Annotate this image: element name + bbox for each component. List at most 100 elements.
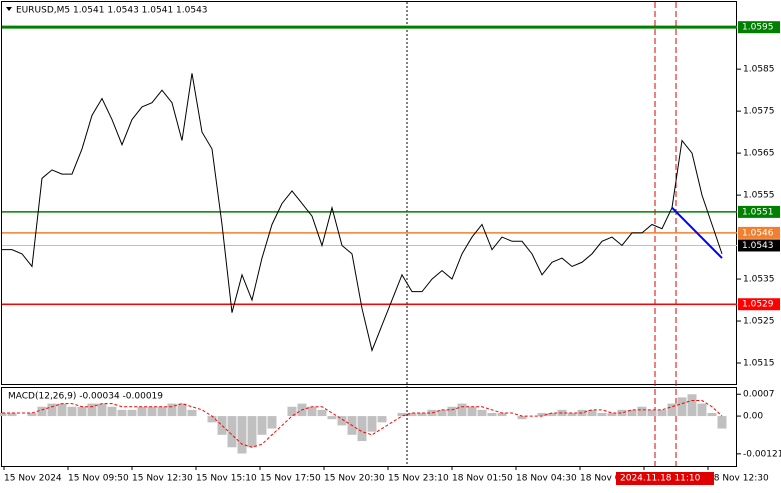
macd-bar xyxy=(437,409,447,417)
x-tick-label: 15 Nov 20:30 xyxy=(324,474,385,484)
macd-bar xyxy=(637,406,647,417)
macd-bar xyxy=(177,403,187,417)
x-tick-label: 15 Nov 23:10 xyxy=(388,474,449,484)
macd-bar xyxy=(517,416,527,420)
macd-bar xyxy=(547,412,557,417)
macd-bar xyxy=(647,409,657,417)
macd-bar xyxy=(497,412,507,417)
x-tick-label: 18 Nov 07:10 xyxy=(580,474,641,484)
level-label-box xyxy=(738,298,780,311)
macd-panel-frame xyxy=(1,387,737,467)
macd-bar xyxy=(57,403,67,417)
level-label-box xyxy=(738,205,780,218)
macd-bar xyxy=(37,406,47,417)
macd-bar xyxy=(707,412,717,417)
price-panel-frame xyxy=(1,1,737,385)
macd-bar xyxy=(367,416,377,432)
macd-bar xyxy=(607,412,617,417)
trend-line xyxy=(671,206,723,259)
last-price-label: 1.0543 xyxy=(742,241,774,251)
macd-bar xyxy=(467,406,477,417)
macd-bar xyxy=(137,406,147,417)
macd-bar xyxy=(587,409,597,417)
macd-bar xyxy=(407,412,417,417)
chart-title: EURUSD,M5 1.0541 1.0543 1.0541 1.0543 xyxy=(16,6,208,16)
macd-bar xyxy=(227,416,237,448)
title-icon xyxy=(6,7,12,11)
macd-bar xyxy=(677,397,687,417)
level-label-box xyxy=(738,226,780,239)
macd-bar xyxy=(687,394,697,417)
macd-bar xyxy=(457,403,467,417)
macd-bar xyxy=(697,403,707,417)
crosshair-label: 2024.11.18 11:10 xyxy=(620,474,701,484)
macd-bar xyxy=(7,412,17,417)
macd-bar xyxy=(247,416,257,448)
level-label: 1.0595 xyxy=(742,23,774,33)
macd-bar xyxy=(657,409,667,417)
macd-bar xyxy=(187,409,197,417)
macd-bar xyxy=(717,416,727,429)
y-tick-label: 1.0555 xyxy=(743,191,775,201)
x-tick-label: 15 Nov 17:50 xyxy=(260,474,321,484)
macd-bar xyxy=(157,406,167,417)
y-tick-label: 1.0575 xyxy=(743,107,775,117)
macd-bar xyxy=(147,406,157,417)
macd-title: MACD(12,26,9) -0.00034 -0.00019 xyxy=(8,392,163,402)
macd-bar xyxy=(0,412,7,417)
macd-bar xyxy=(67,406,77,417)
y-tick-label: 1.0525 xyxy=(743,317,775,327)
x-tick-label: 18 Nov 12:30 xyxy=(708,474,769,484)
macd-bar xyxy=(417,412,427,417)
level-label: 1.0529 xyxy=(742,300,774,310)
macd-bar xyxy=(627,409,637,417)
x-tick-label: 15 Nov 15:10 xyxy=(196,474,257,484)
macd-bar xyxy=(207,416,217,423)
macd-bar xyxy=(127,409,137,417)
macd-bar xyxy=(317,409,327,417)
level-label: 1.0551 xyxy=(742,207,774,217)
macd-bar xyxy=(217,416,227,435)
macd-bar xyxy=(397,412,407,417)
macd-bar xyxy=(307,406,317,417)
crosshair-box xyxy=(616,472,714,485)
macd-bar xyxy=(477,409,487,417)
macd-bar xyxy=(567,412,577,417)
x-tick-label: 15 Nov 12:30 xyxy=(132,474,193,484)
macd-bar xyxy=(337,416,347,426)
macd-bar xyxy=(267,416,277,429)
y-tick-label: 1.0585 xyxy=(743,65,775,75)
x-tick-label: 15 Nov 2024 xyxy=(4,474,62,484)
macd-bar xyxy=(117,409,127,417)
macd-bar xyxy=(237,416,247,454)
y-tick-label: 0.0007 xyxy=(743,390,775,400)
macd-bar xyxy=(287,406,297,417)
macd-bar xyxy=(487,412,497,417)
signal-line xyxy=(2,399,723,448)
price-line xyxy=(2,73,723,353)
macd-bar xyxy=(447,406,457,417)
y-tick-label: 1.0515 xyxy=(743,359,775,369)
macd-bar xyxy=(667,403,677,417)
x-tick-label: 18 Nov 01:50 xyxy=(452,474,513,484)
y-tick-label: 1.0535 xyxy=(743,275,775,285)
macd-bar xyxy=(617,409,627,417)
macd-bar xyxy=(597,412,607,417)
y-tick-label: 0.00 xyxy=(743,412,763,422)
level-label: 1.0546 xyxy=(742,228,774,238)
macd-bar xyxy=(537,412,547,417)
x-tick-label: 15 Nov 09:50 xyxy=(68,474,129,484)
macd-bar xyxy=(357,416,367,442)
macd-bar xyxy=(377,416,387,423)
macd-bar xyxy=(87,403,97,417)
macd-bar xyxy=(97,403,107,417)
macd-bar xyxy=(27,412,37,417)
macd-bar xyxy=(257,416,267,435)
macd-bar xyxy=(167,403,177,417)
y-tick-label: -0.00121 xyxy=(743,449,781,459)
y-tick-label: 1.0565 xyxy=(743,149,775,159)
level-label-box xyxy=(738,21,780,34)
last-price-box xyxy=(738,239,780,252)
